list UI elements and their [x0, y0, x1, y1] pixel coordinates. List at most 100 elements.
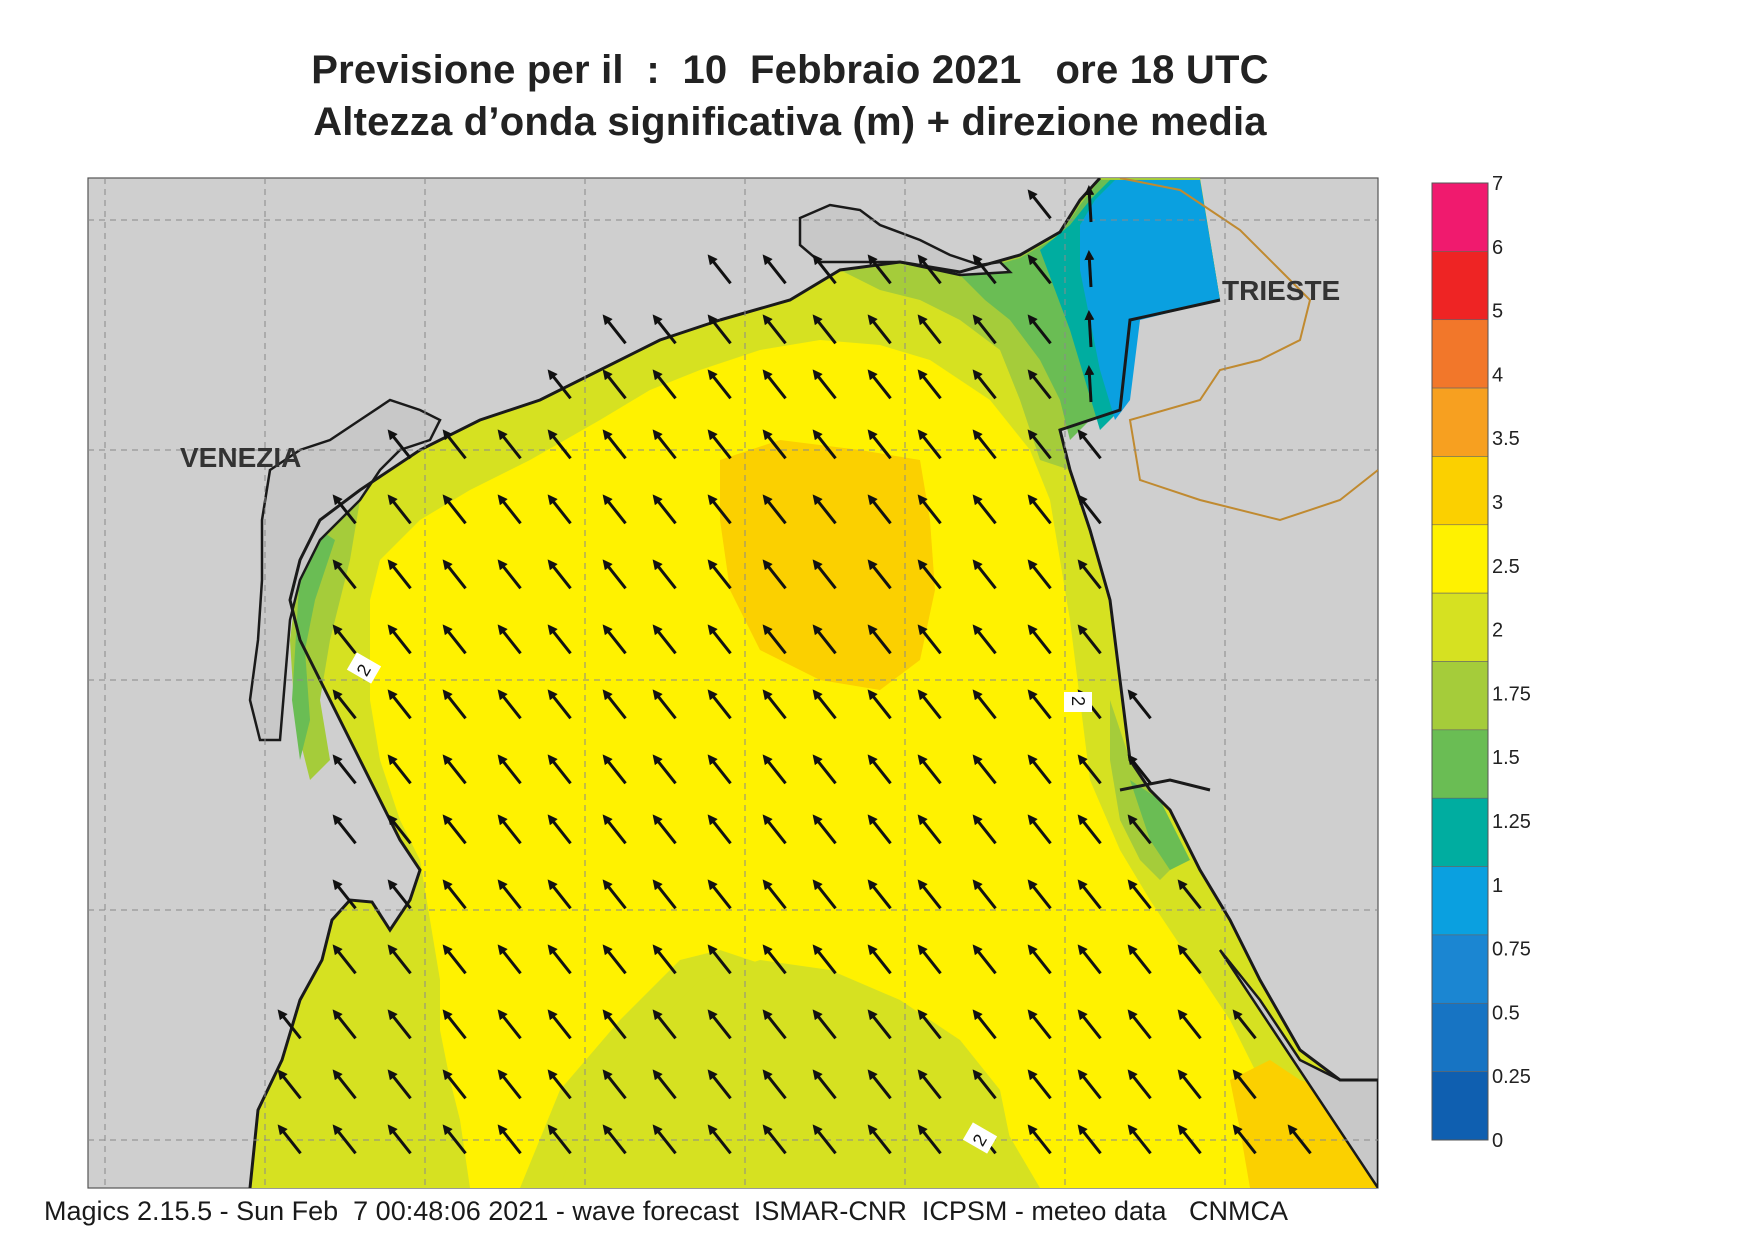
wave-direction-arrow: [497, 1124, 522, 1155]
colorbar-tick-label: 1.75: [1492, 683, 1531, 705]
wave-direction-arrow: [652, 1124, 677, 1155]
colorbar-tick-label: 7: [1492, 173, 1503, 195]
sea-band-2.5-center: [720, 440, 935, 690]
wave-direction-arrow: [1177, 944, 1202, 975]
wave-direction-arrow: [812, 314, 837, 345]
colorbar-tick-label: 0: [1492, 1130, 1503, 1152]
colorbar-swatch: [1431, 934, 1489, 1004]
wave-direction-arrow: [812, 559, 837, 590]
wave-direction-arrow: [1127, 1009, 1152, 1040]
wave-direction-arrow: [547, 429, 572, 460]
map-title-date: Previsione per il : 10 Febbraio 2021 ore…: [311, 48, 1269, 92]
colorbar-tick-label: 1.25: [1492, 811, 1531, 833]
wave-direction-arrow: [547, 814, 572, 845]
wave-direction-arrow: [1177, 1009, 1202, 1040]
wave-direction-arrow: [867, 1009, 892, 1040]
wave-direction-arrow: [1027, 1124, 1052, 1155]
colorbar-swatch: [1431, 797, 1489, 867]
wave-direction-arrow: [602, 814, 627, 845]
colorbar-legend: 7 6 5 4 3.5 3 2.5 2 1.75 1.5 1.25 1 0.75 0.5 0.25 0: [1431, 173, 1531, 1152]
wave-direction-arrow: [497, 429, 522, 460]
wave-direction-arrow: [1077, 1124, 1102, 1155]
wave-direction-arrow: [332, 494, 357, 525]
wave-direction-arrow: [867, 429, 892, 460]
wave-direction-arrow: [387, 1124, 412, 1155]
wave-direction-arrow: [442, 754, 467, 785]
wave-direction-arrow: [497, 754, 522, 785]
wave-direction-arrow: [1127, 944, 1152, 975]
colorbar-tick-label: 6: [1492, 237, 1503, 259]
map-title-variable: Altezza d’onda significativa (m) + direz…: [313, 100, 1267, 144]
wave-direction-arrow: [442, 429, 467, 460]
wave-direction-arrow: [1027, 254, 1052, 285]
wave-direction-arrow: [707, 1069, 732, 1100]
wave-direction-arrow: [602, 624, 627, 655]
wave-direction-arrow: [442, 624, 467, 655]
wave-direction-arrow: [1127, 689, 1152, 720]
wave-direction-arrow: [762, 879, 787, 910]
wave-direction-arrow: [812, 1124, 837, 1155]
wave-direction-arrow: [812, 624, 837, 655]
wave-direction-arrow: [762, 559, 787, 590]
wave-direction-arrow: [812, 754, 837, 785]
contour-label: 2: [1064, 692, 1092, 712]
wave-direction-arrow: [707, 754, 732, 785]
wave-direction-arrows: [277, 185, 1312, 1155]
wave-direction-arrow: [972, 879, 997, 910]
colorbar-tick-label: 3: [1492, 492, 1503, 514]
wave-direction-arrow: [762, 814, 787, 845]
wave-direction-arrow: [497, 814, 522, 845]
wave-direction-arrow: [332, 689, 357, 720]
wave-direction-arrow: [867, 689, 892, 720]
wave-direction-arrow: [652, 879, 677, 910]
wave-direction-arrow: [917, 814, 942, 845]
contour-label-text: 2: [1068, 696, 1088, 706]
wave-direction-arrow: [762, 754, 787, 785]
wave-direction-arrow: [707, 314, 732, 345]
wave-direction-arrow: [972, 944, 997, 975]
wave-direction-arrow: [812, 369, 837, 400]
colorbar-swatch: [1431, 1002, 1489, 1072]
wave-direction-arrow: [972, 754, 997, 785]
wave-direction-arrow: [652, 369, 677, 400]
wave-direction-arrow: [387, 814, 412, 845]
wave-direction-arrow: [762, 1124, 787, 1155]
wave-direction-arrow: [707, 1009, 732, 1040]
wave-direction-arrow: [1177, 879, 1202, 910]
wave-direction-arrow: [332, 944, 357, 975]
wave-direction-arrow: [387, 944, 412, 975]
wave-direction-arrow: [762, 1069, 787, 1100]
wave-direction-arrow: [707, 1124, 732, 1155]
wave-direction-arrow: [547, 689, 572, 720]
wave-direction-arrow: [497, 494, 522, 525]
wave-direction-arrow: [707, 369, 732, 400]
wave-direction-arrow: [707, 624, 732, 655]
wave-direction-arrow: [1084, 185, 1095, 223]
wave-direction-arrow: [442, 1069, 467, 1100]
wave-direction-arrow: [652, 944, 677, 975]
wave-direction-arrow: [1177, 1124, 1202, 1155]
wave-direction-arrow: [442, 879, 467, 910]
wave-direction-arrow: [1027, 879, 1052, 910]
wave-direction-arrow: [762, 494, 787, 525]
wave-direction-arrow: [442, 1124, 467, 1155]
wave-direction-arrow: [1027, 624, 1052, 655]
wave-direction-arrow: [332, 879, 357, 910]
colorbar-swatch: [1431, 251, 1489, 321]
colorbar-swatch: [1431, 661, 1489, 731]
wave-direction-arrow: [387, 1069, 412, 1100]
wave-direction-arrow: [1027, 1069, 1052, 1100]
footer-credits: Magics 2.15.5 - Sun Feb 7 00:48:06 2021 …: [44, 1196, 1289, 1226]
wave-direction-arrow: [497, 689, 522, 720]
wave-direction-arrow: [812, 814, 837, 845]
colorbar-tick-label: 5: [1492, 301, 1503, 323]
wave-direction-arrow: [387, 689, 412, 720]
wave-direction-arrow: [442, 559, 467, 590]
wave-direction-arrow: [762, 429, 787, 460]
wave-direction-arrow: [1027, 754, 1052, 785]
wave-direction-arrow: [917, 944, 942, 975]
city-label-venezia: VENEZIA: [180, 442, 301, 473]
wave-direction-arrow: [277, 1009, 302, 1040]
wave-direction-arrow: [707, 879, 732, 910]
